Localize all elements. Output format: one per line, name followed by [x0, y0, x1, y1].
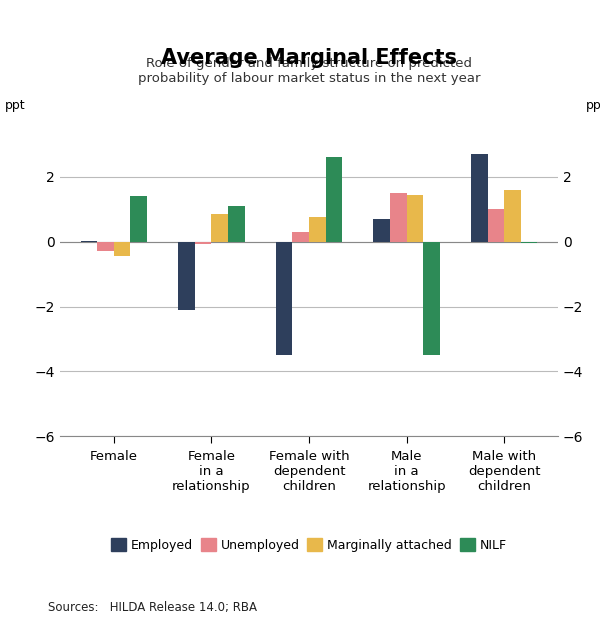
Text: ppt: ppt [586, 99, 600, 112]
Bar [326, 158, 342, 242]
Bar [228, 206, 245, 242]
Bar [178, 242, 195, 310]
Bar [407, 195, 423, 242]
Bar [292, 232, 309, 242]
Bar [80, 241, 97, 242]
Title: Average Marginal Effects: Average Marginal Effects [161, 47, 457, 67]
Bar [309, 217, 326, 242]
Bar [488, 209, 504, 242]
Bar [471, 155, 488, 242]
Bar [130, 196, 147, 242]
Bar [423, 242, 440, 355]
Bar [211, 214, 228, 242]
Text: Sources:   HILDA Release 14.0; RBA: Sources: HILDA Release 14.0; RBA [48, 601, 257, 614]
Bar [373, 219, 390, 242]
Bar [97, 242, 114, 251]
Text: ppt: ppt [5, 99, 25, 112]
Bar [276, 242, 292, 355]
Bar [521, 242, 538, 244]
Bar [390, 193, 407, 242]
Bar [114, 242, 130, 256]
Text: Role of gender and family structure on predicted
probability of labour market st: Role of gender and family structure on p… [138, 57, 480, 85]
Bar [504, 190, 521, 242]
Bar [195, 242, 211, 244]
Legend: Employed, Unemployed, Marginally attached, NILF: Employed, Unemployed, Marginally attache… [106, 533, 512, 557]
